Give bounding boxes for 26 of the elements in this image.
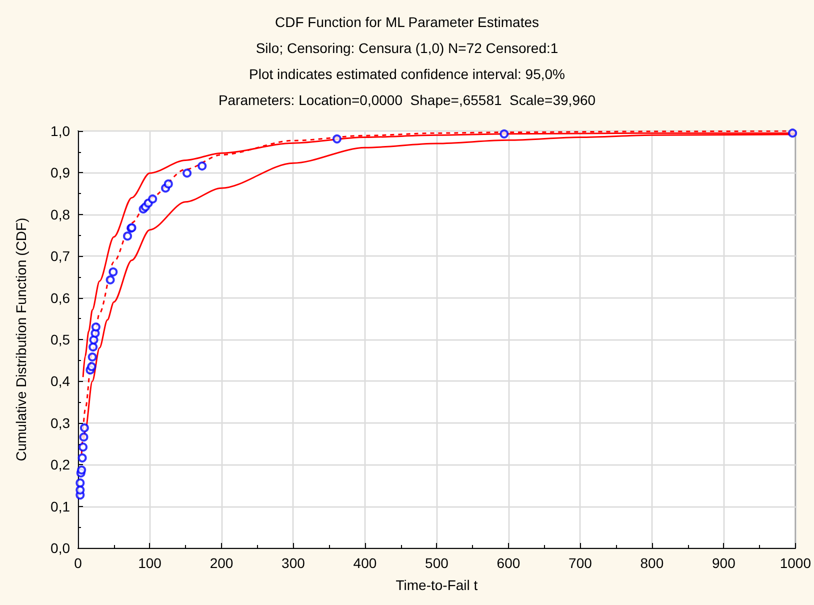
y-tick-label: 1,0 [50, 123, 70, 139]
x-axis-title: Time-to-Fail t [396, 577, 478, 593]
x-tick-label: 400 [353, 555, 377, 571]
y-tick-label: 0,6 [50, 290, 70, 306]
x-tick-label: 700 [568, 555, 592, 571]
y-tick-label: 0,5 [50, 332, 70, 348]
y-tick-label: 0,4 [50, 373, 70, 390]
x-tick-label: 300 [282, 555, 306, 571]
y-tick-label: 0,8 [50, 206, 70, 222]
x-tick-label: 800 [640, 555, 664, 571]
y-tick-label: 0,3 [50, 414, 70, 431]
y-tick-label: 0,1 [50, 498, 70, 514]
y-tick-label: 0,2 [50, 456, 70, 473]
x-tick-label: 1000 [780, 555, 812, 571]
x-tick-label: 500 [425, 555, 449, 571]
y-tick-label: 0,7 [50, 248, 70, 264]
x-tick-label: 900 [712, 555, 736, 571]
x-tick-label: 0 [74, 555, 82, 571]
y-tick-label: 0,9 [50, 164, 70, 181]
y-axis-title: Cumulative Distribution Function (CDF) [13, 218, 29, 462]
chart-title: CDF Function for ML Parameter Estimates [274, 14, 540, 30]
y-tick-label: 0,0 [50, 540, 70, 556]
x-tick-label: 100 [138, 555, 162, 571]
chart-subtitle: Silo; Censoring: Censura (1,0) N=72 Censored:1 Plot indicates estimated confidence interval: 95,0% Parameters: Location=0,0000 Shape=,65581 Scale=39,960 [218, 40, 596, 108]
x-tick-label: 600 [496, 555, 520, 571]
x-tick-label: 200 [210, 555, 234, 571]
